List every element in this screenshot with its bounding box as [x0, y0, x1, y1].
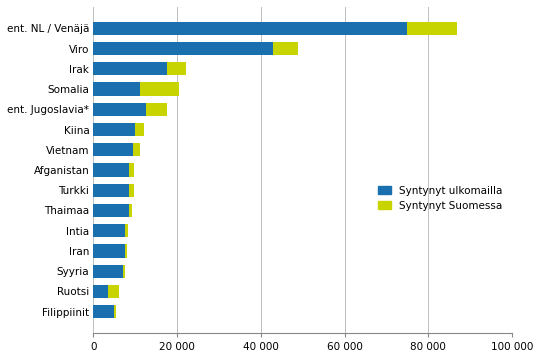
Bar — [93, 184, 129, 197]
Bar — [93, 224, 125, 237]
Bar — [167, 62, 186, 75]
Bar — [93, 62, 167, 75]
Bar — [93, 83, 139, 95]
Bar — [129, 163, 134, 177]
Bar — [136, 123, 144, 136]
Bar — [273, 42, 299, 55]
Legend: Syntynyt ulkomailla, Syntynyt Suomessa: Syntynyt ulkomailla, Syntynyt Suomessa — [374, 182, 507, 215]
Bar — [93, 143, 133, 156]
Bar — [133, 143, 139, 156]
Bar — [125, 224, 128, 237]
Bar — [114, 305, 116, 318]
Bar — [123, 265, 125, 278]
Bar — [93, 305, 114, 318]
Bar — [125, 244, 127, 257]
Bar — [93, 22, 407, 35]
Bar — [129, 184, 134, 197]
Bar — [93, 285, 108, 298]
Bar — [93, 204, 129, 217]
Bar — [93, 163, 129, 177]
Bar — [93, 123, 136, 136]
Bar — [146, 103, 167, 116]
Bar — [139, 83, 179, 95]
Bar — [93, 103, 146, 116]
Bar — [129, 204, 132, 217]
Bar — [93, 42, 273, 55]
Bar — [93, 244, 125, 257]
Bar — [108, 285, 119, 298]
Bar — [407, 22, 457, 35]
Bar — [93, 265, 123, 278]
